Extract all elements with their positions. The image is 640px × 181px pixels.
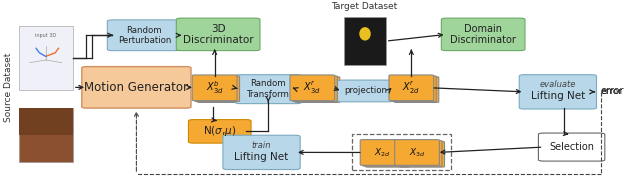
- FancyBboxPatch shape: [392, 76, 436, 102]
- Bar: [19, 26, 73, 90]
- Text: Motion Generator: Motion Generator: [84, 81, 188, 94]
- FancyBboxPatch shape: [538, 133, 605, 161]
- Text: $X^r_{2d}$: $X^r_{2d}$: [403, 80, 420, 96]
- FancyBboxPatch shape: [82, 67, 191, 108]
- FancyBboxPatch shape: [442, 18, 525, 51]
- Text: train: train: [252, 141, 271, 150]
- Text: evaluate: evaluate: [540, 80, 576, 89]
- Text: error: error: [600, 86, 623, 96]
- FancyBboxPatch shape: [400, 141, 445, 167]
- Text: $X_{3d}$: $X_{3d}$: [409, 146, 426, 159]
- Text: 3D
Discriminator: 3D Discriminator: [183, 24, 253, 45]
- Bar: [344, 17, 386, 65]
- Text: $X^r_{3d}$: $X^r_{3d}$: [303, 80, 321, 96]
- FancyBboxPatch shape: [389, 75, 434, 101]
- FancyBboxPatch shape: [292, 76, 337, 102]
- Text: $X^b_{3d}$: $X^b_{3d}$: [205, 79, 223, 96]
- FancyBboxPatch shape: [188, 120, 251, 143]
- FancyBboxPatch shape: [192, 75, 237, 101]
- FancyBboxPatch shape: [363, 140, 408, 166]
- FancyBboxPatch shape: [108, 20, 181, 51]
- FancyBboxPatch shape: [197, 77, 242, 102]
- Text: Target Dataset: Target Dataset: [332, 3, 398, 11]
- Text: Source Dataset: Source Dataset: [4, 52, 13, 122]
- Ellipse shape: [359, 27, 371, 41]
- FancyBboxPatch shape: [295, 77, 340, 102]
- Bar: [19, 108, 73, 162]
- Text: Random
Transform: Random Transform: [247, 79, 290, 99]
- Text: Selection: Selection: [549, 142, 594, 152]
- FancyBboxPatch shape: [176, 18, 260, 51]
- FancyBboxPatch shape: [337, 80, 394, 102]
- Text: Lifting Net: Lifting Net: [531, 91, 585, 101]
- FancyBboxPatch shape: [290, 75, 335, 101]
- FancyBboxPatch shape: [360, 140, 405, 165]
- Text: Lifting Net: Lifting Net: [234, 152, 289, 162]
- Text: $X_{2d}$: $X_{2d}$: [374, 146, 391, 159]
- Bar: [19, 108, 73, 135]
- FancyBboxPatch shape: [397, 140, 442, 166]
- Text: input 3D: input 3D: [35, 33, 56, 38]
- Text: Random
Perturbation: Random Perturbation: [118, 26, 171, 45]
- FancyBboxPatch shape: [365, 141, 410, 167]
- FancyBboxPatch shape: [223, 135, 300, 170]
- Text: Domain
Discriminator: Domain Discriminator: [450, 24, 516, 45]
- FancyBboxPatch shape: [395, 140, 440, 165]
- FancyBboxPatch shape: [235, 75, 301, 104]
- FancyBboxPatch shape: [195, 76, 239, 102]
- Text: projection: projection: [344, 87, 387, 95]
- Text: N($\sigma$,$\mu$): N($\sigma$,$\mu$): [203, 124, 236, 138]
- FancyBboxPatch shape: [394, 77, 439, 102]
- Text: error: error: [601, 87, 623, 96]
- FancyBboxPatch shape: [519, 75, 596, 109]
